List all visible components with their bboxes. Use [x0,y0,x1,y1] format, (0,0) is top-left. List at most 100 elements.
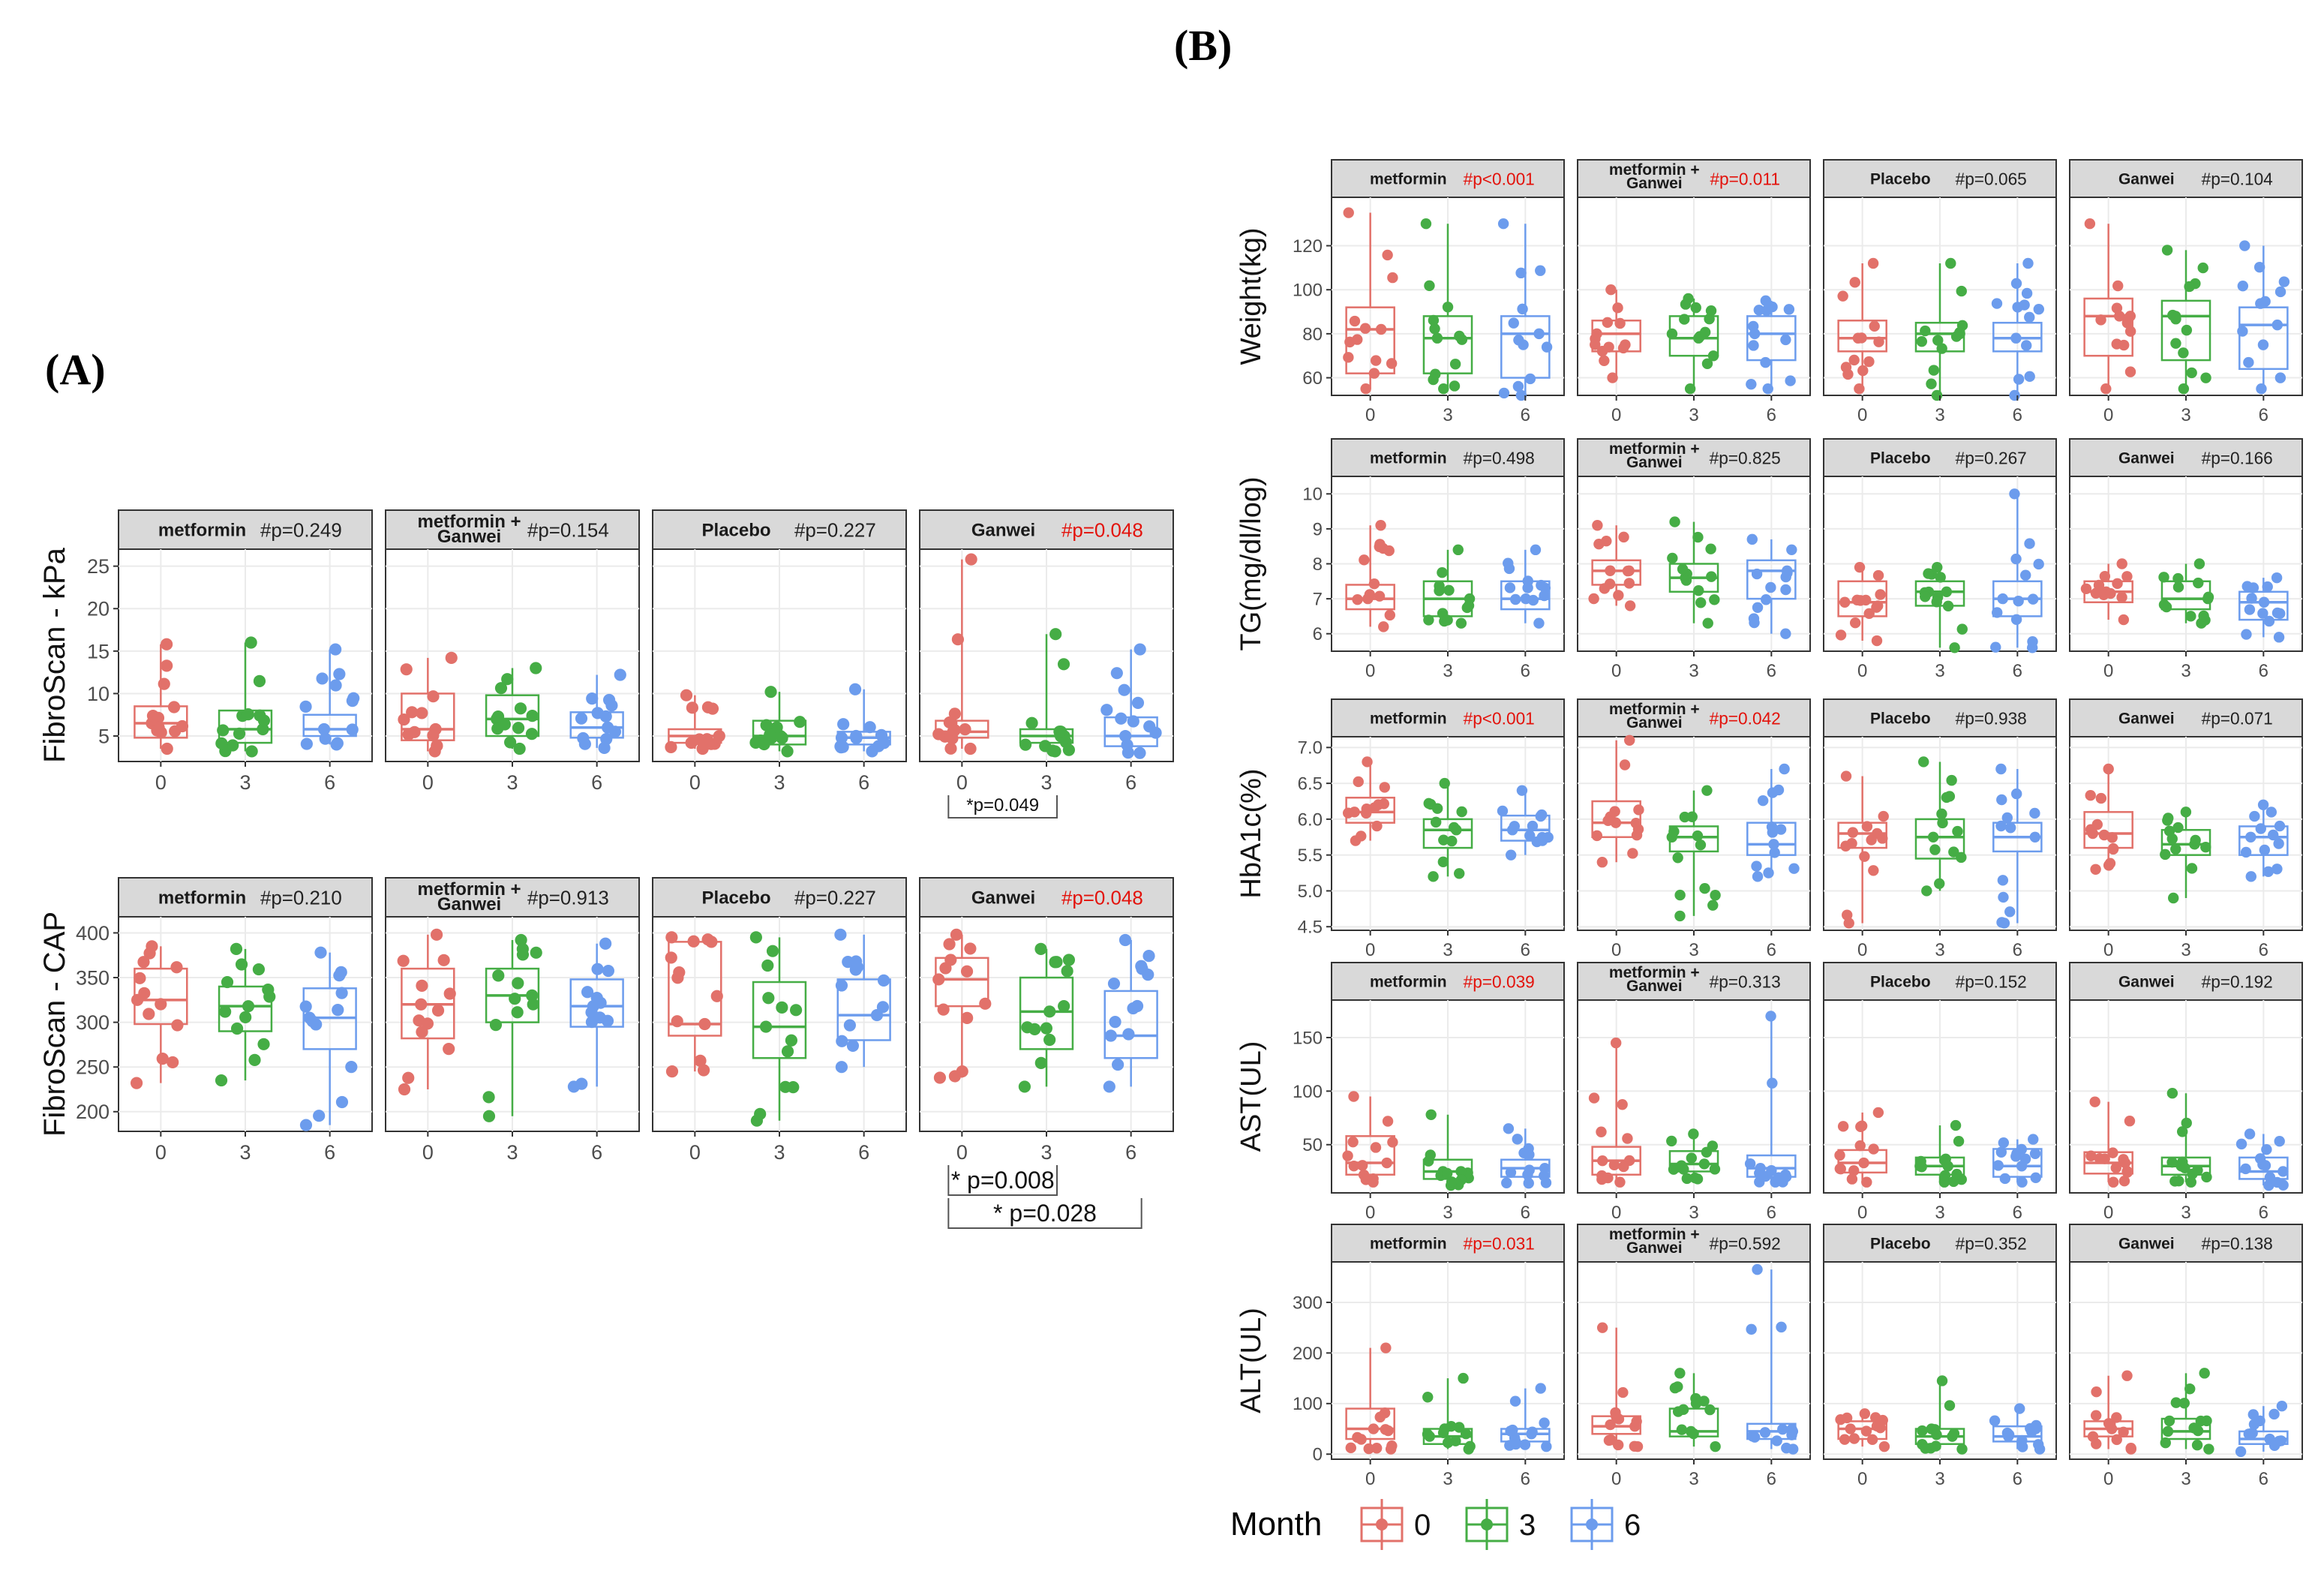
box-month-6: min 6, q1 7, median 7.8, q3 8.1, max 8.7 [1746,533,1797,639]
data-point [1692,531,1704,543]
y-axis-label: Weight(kg) [1236,227,1267,365]
box-month-0: min 5.4, q1 5.75, median 5.95, q3 6.25, … [1591,734,1644,868]
box-month-6: min 5.2, q1 5.5, median 5.75, q3 5.9, ma… [2238,799,2289,882]
data-point [2253,261,2265,273]
data-point [1356,831,1367,842]
data-point [2010,553,2022,565]
data-point [1530,544,1542,556]
data-point [789,1004,803,1017]
data-point [1706,571,1717,582]
y-tick-label: 60 [1302,368,1323,389]
box-month-3: min 10, q1 20, median 35, q3 50, max 150 [1422,1372,1476,1455]
data-point [513,742,526,755]
data-point [1859,851,1870,862]
data-point [1872,1107,1884,1119]
data-point [1344,336,1356,348]
box-month-0: min 6.4, q1 6.9, median 7.2, q3 7.5, max… [2080,558,2133,626]
data-point [2261,1143,2272,1155]
x-tick-label: 6 [1521,405,1530,425]
data-point [2160,1437,2171,1449]
x-tick-label: 6 [591,1141,602,1164]
data-point [2166,1088,2178,1099]
facet-p-value: #p=0.192 [2202,972,2273,991]
data-point [2118,1426,2129,1437]
data-point [1851,594,1863,606]
data-point [1431,332,1443,344]
x-tick-label: 6 [591,771,602,794]
facet-strip [1331,962,1565,1001]
data-point [2124,311,2136,322]
facet-b5-0: metformin #p=0.031 min 10, q1 30, median 5… [1331,1224,1565,1489]
data-point [1588,1092,1600,1104]
x-tick-label: 6 [858,1141,869,1164]
data-point [2010,278,2022,289]
data-point [2268,829,2279,841]
data-point [262,984,275,996]
data-point [1599,583,1611,594]
data-point [527,998,539,1011]
data-point [1777,1423,1788,1435]
data-point [1053,725,1066,738]
data-point [758,737,770,751]
data-point [2244,604,2256,615]
data-point [1443,1437,1454,1449]
data-point [1995,1146,2007,1158]
data-point [1848,1165,1860,1176]
x-tick-label: 3 [1443,661,1452,681]
data-point [252,963,266,976]
box-iqr [2160,1417,2211,1440]
data-point [2263,615,2275,627]
data-point [2111,1412,2122,1423]
data-point [2033,1439,2044,1450]
data-point [673,966,686,979]
facet-b1-0: metformin #p<0.001 min 55, q1 62, median 8… [1331,159,1565,425]
data-point [2004,906,2016,918]
x-tick-label: 0 [956,1141,968,1164]
data-point [1383,1425,1394,1437]
data-point [1539,1417,1550,1428]
facet-p-value: #p=0.267 [1956,448,2027,467]
data-point [2262,866,2274,878]
data-point [1442,302,1454,313]
data-point [2121,1370,2133,1381]
bracket-line [947,795,1058,819]
facet-p-value: #p=0.071 [2202,708,2273,728]
data-point [1944,1400,1956,1411]
box-month-0: min 15, q1 30, median 50, q3 65, max 80 [1835,1408,1890,1452]
data-point [1780,1171,1792,1182]
data-point [1602,317,1614,329]
data-point [239,1011,252,1023]
data-point [2099,570,2111,582]
facet-p-value: #p=0.227 [794,521,876,542]
data-point [1929,844,1941,855]
data-point [764,686,777,698]
data-point [665,951,677,964]
data-point [2166,1156,2178,1168]
data-point [1454,868,1465,879]
box-month-0: min 15, q1 24, median 33, q3 45, max 80 [1834,1107,1887,1188]
box-month-3: min 55, q1 62, median 78, q3 88, max 130 [1420,218,1473,395]
data-point [1848,1433,1860,1444]
data-point [2268,1440,2280,1451]
facet-group-label: Ganwei [2118,973,2175,990]
data-point [2025,1422,2036,1434]
data-point [785,1034,798,1047]
data-point [427,729,440,742]
chart-b4: AST(UL) 50 100 150 metformin #p=0.039 min 15, … [1236,962,2303,1223]
data-point [933,1071,947,1084]
box-iqr [1345,1407,1395,1440]
box-iqr [1591,559,1641,586]
data-point [1122,1028,1135,1041]
y-tick-label: 6.5 [1298,774,1323,795]
data-point [578,737,591,750]
data-point [964,742,977,755]
x-tick-label: 6 [2013,405,2022,425]
facet-group-label: metformin [1370,973,1447,990]
data-point [1915,1155,1926,1167]
box-iqr [569,978,624,1028]
data-point [2186,863,2198,874]
data-point [1780,584,1791,596]
data-point [863,721,876,734]
data-point [345,1061,358,1074]
legend-keys: 0 3 6 [1360,1499,1641,1550]
